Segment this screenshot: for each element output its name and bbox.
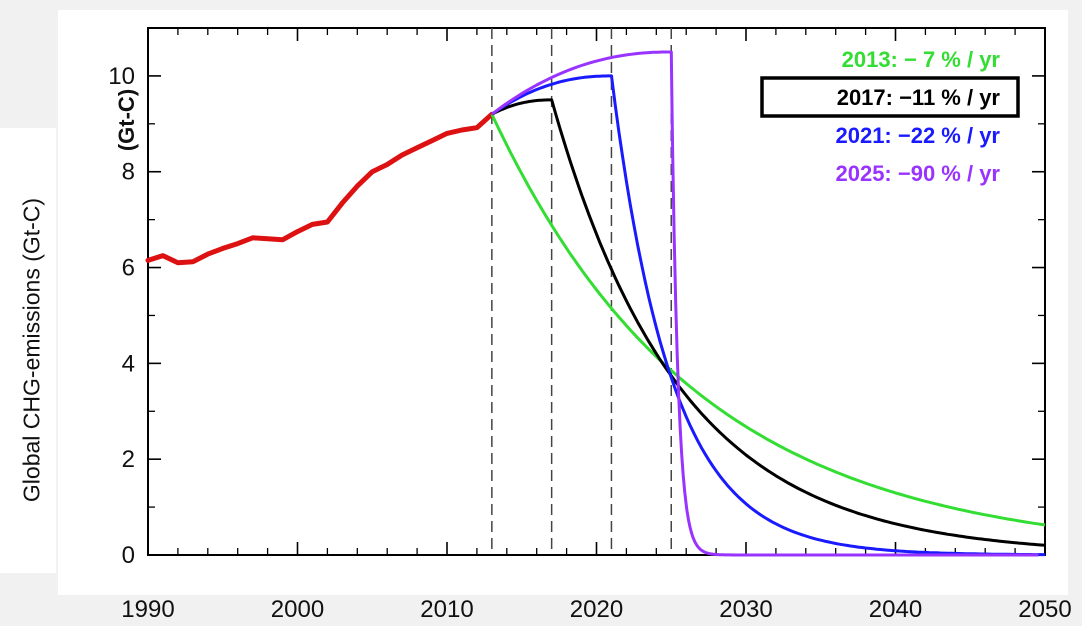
scenario-line	[490, 113, 1046, 527]
y-tick-label: 8	[122, 159, 135, 186]
scenario-line	[491, 98, 1046, 547]
legend-entry: 2017: −11 % / yr	[837, 85, 1001, 110]
y-tick-label: 4	[122, 350, 135, 377]
x-tick-label: 2020	[570, 596, 623, 623]
scenario-line	[490, 50, 1039, 557]
legend-entry: 2025: −90 % / yr	[835, 161, 1000, 186]
x-tick-label: 2000	[271, 596, 324, 623]
y-tick-label: 6	[122, 255, 135, 282]
legend-entry: 2013: − 7 % / yr	[842, 47, 1001, 72]
y-axis-label-panel	[0, 128, 56, 573]
x-tick-label: 2050	[1018, 596, 1071, 623]
x-tick-label: 2040	[869, 596, 922, 623]
y-axis-label-behind: (Gt-C)	[114, 89, 139, 151]
legend-highlight-box	[760, 76, 1020, 118]
y-tick-label: 10	[108, 63, 135, 90]
legend-entry: 2021: −22 % / yr	[835, 123, 1000, 148]
x-tick-label: 2030	[719, 596, 772, 623]
scenario-line	[491, 74, 1045, 557]
historical-emissions-line	[145, 111, 495, 266]
x-tick-label: 2010	[420, 596, 473, 623]
plot-area: 1990 2000 2010 2020 2030 2040 2050 0 2 4 6 8 10 2013:…	[108, 27, 1072, 623]
y-tick-label: 2	[122, 446, 135, 473]
figure-background	[58, 10, 1068, 595]
y-axis-label: Global CHG-emissions (Gt-C)	[18, 197, 45, 503]
x-tick-label: 1990	[121, 596, 174, 623]
y-tick-label: 0	[122, 542, 135, 569]
